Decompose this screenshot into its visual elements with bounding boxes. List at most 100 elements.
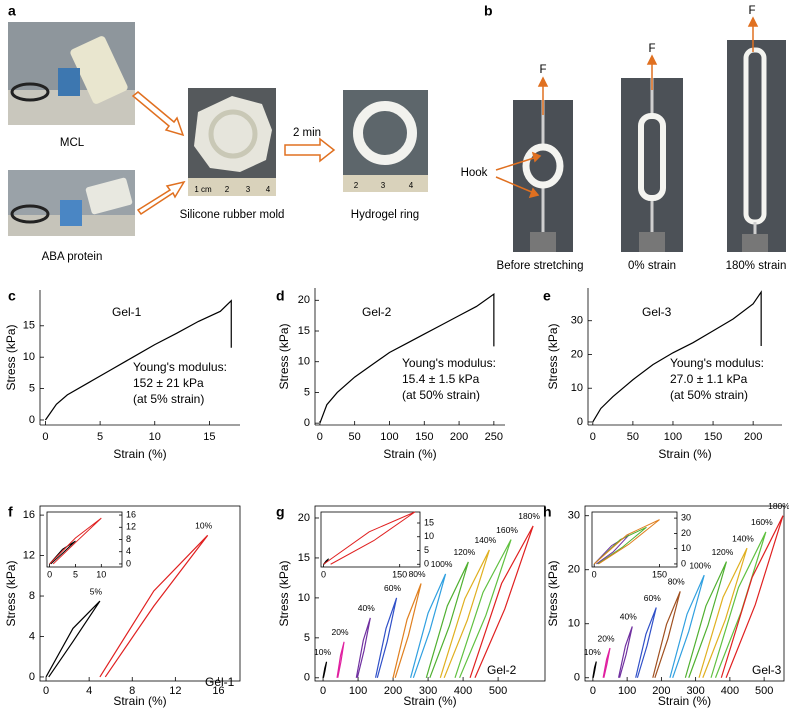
x-tick-label: 10 [149,431,161,443]
hook-label: Hook [461,167,488,179]
y-tick-label: 0 [126,558,131,568]
ruler-label: 2 [354,181,359,190]
panel-letter: f [8,504,13,520]
x-tick-label: 16 [212,685,224,697]
y-tick-label: 20 [681,528,691,538]
y-tick-label: 30 [568,510,580,522]
y-tick-label: 5 [29,382,35,394]
y-tick-label: 10 [23,351,35,363]
ruler-label: 3 [246,185,251,194]
x-tick-label: 4 [86,685,92,697]
x-tick-label: 5 [73,569,78,579]
data-line [99,534,209,678]
x-tick-label: 0 [320,685,326,697]
y-axis-label: Stress (kPa) [546,560,560,626]
x-tick-label: 100 [349,685,367,697]
data-line [602,647,611,678]
series-label: 100% [431,559,453,569]
y-tick-label: 0 [29,414,35,426]
data-line [635,607,657,678]
ruler-label: 4 [266,185,271,194]
x-axis-label: Strain (%) [383,447,436,461]
series-label: 60% [644,593,661,603]
chart: d Strain (%) Stress (kPa) 0 50 100 150 200 250 0 5… [276,288,505,461]
x-tick-label: 100 [380,431,398,443]
data-line [409,573,447,678]
x-tick-label: 200 [652,685,670,697]
data-line [592,290,762,423]
data-line [355,617,371,678]
data-line [392,583,422,678]
force-label: F [539,64,546,76]
series-label: 180% [518,511,540,521]
x-tick-label: 250 [485,431,503,443]
y-tick-label: 10 [298,592,310,604]
series-label: 40% [620,612,637,622]
x-tick-label: 200 [744,431,762,443]
annotation: Young's modulus: [402,356,496,370]
y-tick-label: 4 [29,630,35,642]
x-tick-label: 50 [627,431,639,443]
data-line [469,525,534,679]
panel-letter: g [276,504,285,520]
data-line [698,547,748,678]
data-line [439,549,490,679]
data-line [45,600,101,678]
force-arrows [495,16,759,199]
data-line [617,626,633,678]
panel-letter: c [8,288,16,304]
chart: 0 5 10 0 4 8 12 16 [46,509,136,579]
plot-frame [584,505,785,682]
photo-mold [188,88,276,196]
annotation: (at 5% strain) [133,392,204,406]
x-axis-label: Strain (%) [113,694,166,708]
y-tick-label: 20 [298,512,310,524]
data-line [454,539,512,679]
series-label: 100% [689,560,711,570]
data-line [593,526,647,565]
y-tick-label: 8 [126,534,131,544]
annotation: Gel-2 [487,663,517,677]
y-tick-label: 0 [681,558,686,568]
x-tick-label: 200 [384,685,402,697]
x-tick-label: 0 [42,431,48,443]
caption: ABA protein [42,251,103,263]
x-tick-label: 150 [652,569,667,579]
photo-aba [8,170,135,236]
y-tick-label: 12 [23,549,35,561]
series-label: 60% [384,583,401,593]
y-tick-label: 8 [29,590,35,602]
y-tick-label: 10 [681,543,691,553]
y-tick-label: 10 [424,531,434,541]
series-label: 10% [314,647,331,657]
series-label: 140% [474,535,496,545]
y-tick-label: 5 [304,632,310,644]
chart: 0 150 0 10 20 30 [591,511,691,579]
y-tick-label: 0 [574,672,580,684]
x-tick-label: 400 [454,685,472,697]
y-tick-label: 10 [298,356,310,368]
panel-letter: b [484,3,493,19]
data-line [323,511,416,565]
annotation: Gel-3 [642,305,672,319]
x-tick-label: 0 [590,685,596,697]
y-axis-label: Stress (kPa) [4,324,18,390]
annotation: 27.0 ± 1.1 kPa [670,372,748,386]
x-tick-label: 0 [592,569,597,579]
y-tick-label: 15 [298,552,310,564]
y-tick-label: 5 [304,386,310,398]
plot-frame [39,505,241,682]
series-label: 20% [597,633,614,643]
caption: Hydrogel ring [351,209,419,221]
x-tick-label: 300 [686,685,704,697]
series-label: 120% [453,547,475,557]
x-tick-label: 200 [450,431,468,443]
y-tick-label: 10 [568,618,580,630]
data-line [652,591,681,678]
y-axis-label: Stress (kPa) [277,323,291,389]
plot-frame [314,505,546,682]
y-tick-label: 10 [571,382,583,394]
series-label: 5% [90,586,103,596]
